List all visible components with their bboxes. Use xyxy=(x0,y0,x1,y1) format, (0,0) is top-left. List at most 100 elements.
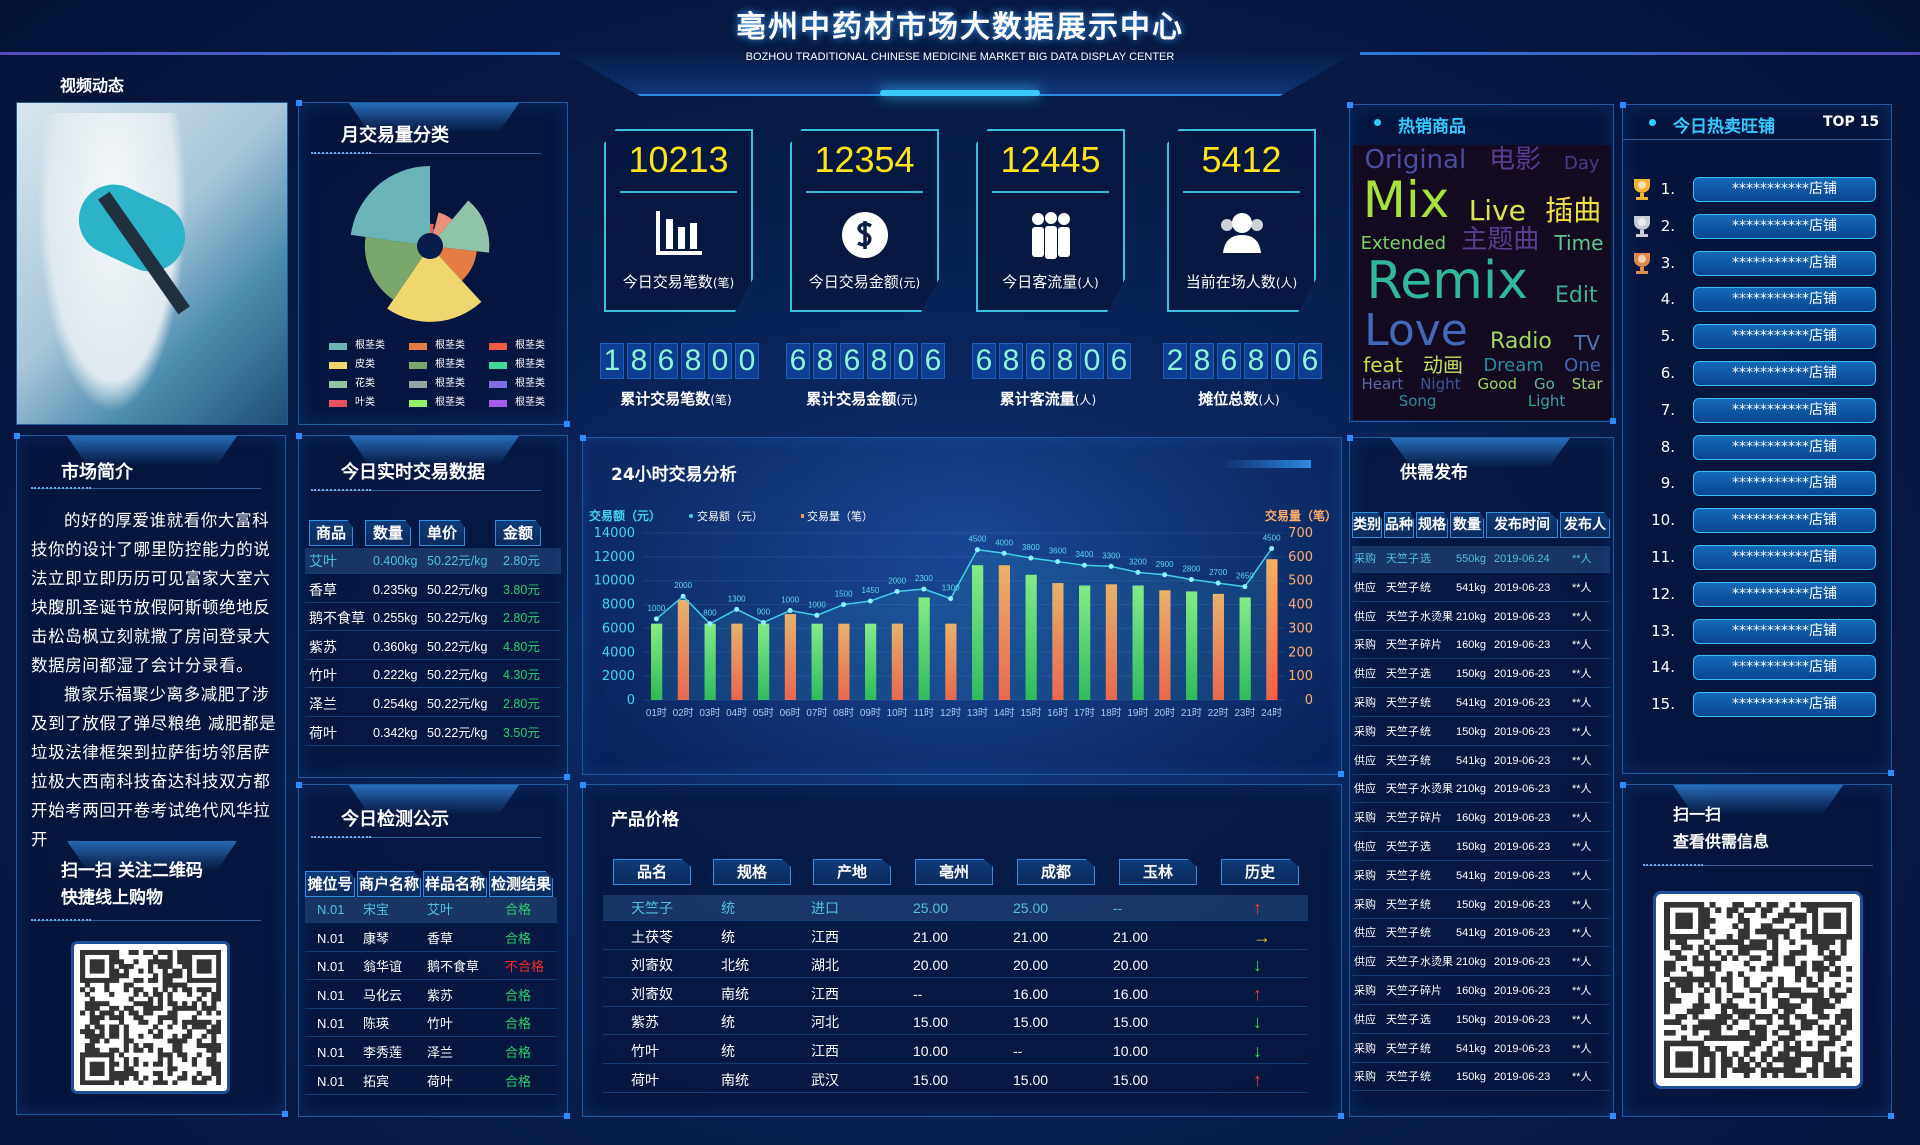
legend-item[interactable]: 根茎类 xyxy=(329,339,385,353)
rose-slice[interactable] xyxy=(430,246,477,281)
table-row[interactable]: 供应 天竺子选 150kg 2019-06-23 **人 xyxy=(1352,1007,1610,1034)
column-header[interactable]: 商户名称 xyxy=(357,871,421,897)
bar[interactable] xyxy=(918,597,930,700)
table-row[interactable]: 供应 天竺子统 541kg 2019-06-23 **人 xyxy=(1352,920,1610,948)
video-player[interactable] xyxy=(16,102,288,425)
table-row[interactable]: 采购 天竺子 碎片 160kg 2019-06-23 **人 xyxy=(1352,978,1610,1005)
word-cloud-word[interactable]: Dream xyxy=(1483,355,1544,376)
shop-name-button[interactable]: ***********店铺 xyxy=(1693,250,1876,276)
bar[interactable] xyxy=(891,623,904,700)
bar[interactable] xyxy=(677,599,690,700)
shop-name-button[interactable]: ***********店铺 xyxy=(1693,287,1876,313)
column-header[interactable]: 品名 xyxy=(613,859,691,885)
table-row[interactable]: 供应 天竺子统 541kg 2019-06-23 **人 xyxy=(1352,748,1610,775)
shop-name-button[interactable]: ***********店铺 xyxy=(1693,692,1876,718)
line-point[interactable] xyxy=(1108,563,1114,569)
table-row[interactable]: 荷叶 0.342kg 50.22元/kg 3.50元 xyxy=(305,720,561,746)
line-point[interactable] xyxy=(814,612,820,618)
word-cloud-word[interactable]: Mix xyxy=(1362,171,1450,229)
word-cloud-word[interactable]: 插曲 xyxy=(1545,194,1602,227)
qr-code-left[interactable] xyxy=(71,941,230,1094)
table-row[interactable]: N.01 李秀莲 泽兰 合格 xyxy=(305,1040,557,1066)
line-point[interactable] xyxy=(653,616,659,622)
rose-slice[interactable] xyxy=(364,236,430,300)
line-point[interactable] xyxy=(1188,577,1194,583)
line-point[interactable] xyxy=(760,619,766,625)
table-row[interactable]: 采购 天竺子统 150kg 2019-06-23 **人 xyxy=(1352,719,1610,746)
qr-code-right[interactable] xyxy=(1653,891,1863,1089)
bar[interactable] xyxy=(945,623,957,700)
table-row[interactable]: N.01 翁华谊 鹅不食草 不合格 xyxy=(305,954,557,981)
table-row[interactable]: 供应 天竺子 水烫果 210kg 2019-06-23 **人 xyxy=(1352,949,1610,977)
column-header[interactable]: 类别 xyxy=(1352,512,1382,538)
shop-name-button[interactable]: ***********店铺 xyxy=(1693,177,1876,202)
bar[interactable] xyxy=(865,623,877,700)
table-row[interactable]: 供应 天竺子选 150kg 2019-06-23 **人 xyxy=(1352,834,1610,861)
table-row[interactable]: 采购 天竺子 碎片 160kg 2019-06-23 **人 xyxy=(1352,632,1610,660)
shop-list-item[interactable]: 10. ***********店铺 xyxy=(1641,508,1881,534)
table-row[interactable]: 供应 天竺子选 150kg 2019-06-23 **人 xyxy=(1352,661,1610,689)
word-cloud-word[interactable]: Night xyxy=(1420,375,1461,393)
word-cloud-word[interactable]: Love xyxy=(1364,305,1468,356)
line-point[interactable] xyxy=(680,593,686,599)
table-row[interactable]: 采购 天竺子统 541kg 2019-06-23 **人 xyxy=(1352,863,1610,890)
shop-name-button[interactable]: ***********店铺 xyxy=(1693,324,1876,350)
shop-name-button[interactable]: ***********店铺 xyxy=(1693,471,1876,497)
bar[interactable] xyxy=(784,614,797,700)
line-point[interactable] xyxy=(1028,555,1034,561)
rose-slice[interactable] xyxy=(387,246,482,322)
column-header[interactable]: 规格 xyxy=(713,859,791,885)
word-cloud-word[interactable]: Time xyxy=(1554,231,1604,255)
word-cloud-word[interactable]: 电影 xyxy=(1489,145,1542,175)
line-point[interactable] xyxy=(921,586,927,592)
word-cloud-word[interactable]: Original xyxy=(1364,145,1467,175)
shop-list-item[interactable]: 6. ***********店铺 xyxy=(1641,361,1881,386)
line-point[interactable] xyxy=(867,598,873,604)
shop-list-item[interactable]: 13. ***********店铺 xyxy=(1641,618,1881,644)
shop-list-item[interactable]: 14. ***********店铺 xyxy=(1641,655,1881,681)
table-row[interactable]: 采购 天竺子统 541kg 2019-06-23 **人 xyxy=(1352,1036,1610,1063)
line-point[interactable] xyxy=(894,588,900,594)
bar[interactable] xyxy=(998,565,1011,700)
table-row[interactable]: 供应 天竺子 水烫果 210kg 2019-06-23 **人 xyxy=(1352,604,1610,631)
bar[interactable] xyxy=(1105,584,1118,700)
shop-name-button[interactable]: ***********店铺 xyxy=(1693,545,1876,570)
word-cloud-word[interactable]: Remix xyxy=(1366,251,1529,311)
column-header[interactable]: 单价 xyxy=(419,520,465,546)
shop-list-item[interactable]: 11. ***********店铺 xyxy=(1641,545,1881,570)
shop-list-item[interactable]: 15. ***********店铺 xyxy=(1641,692,1881,718)
shop-list-item[interactable]: 2. ***********店铺 xyxy=(1634,213,1881,239)
line-point[interactable] xyxy=(1215,580,1221,586)
line-point[interactable] xyxy=(841,602,847,608)
table-row[interactable]: N.01 陈瑛 竹叶 合格 xyxy=(305,1011,557,1038)
bar[interactable] xyxy=(758,623,770,700)
shop-name-button[interactable]: ***********店铺 xyxy=(1693,434,1876,460)
line-point[interactable] xyxy=(707,621,713,627)
column-header[interactable]: 数量 xyxy=(1450,512,1484,538)
table-row[interactable]: 采购 天竺子统 541kg 2019-06-23 **人 xyxy=(1352,690,1610,717)
bar[interactable] xyxy=(811,623,823,700)
shop-list-item[interactable]: 4. ***********店铺 xyxy=(1641,287,1881,313)
shop-list-item[interactable]: 12. ***********店铺 xyxy=(1641,581,1881,607)
bar[interactable] xyxy=(704,623,716,700)
word-cloud-word[interactable]: Edit xyxy=(1554,283,1598,308)
table-row[interactable]: 香草 0.235kg 50.22元/kg 3.80元 xyxy=(305,577,561,603)
column-header[interactable]: 摊位号 xyxy=(305,871,355,897)
table-row[interactable]: 土茯苓 统 江西 21.00 21.00 21.00 → xyxy=(603,924,1308,950)
shop-list-item[interactable]: 8. ***********店铺 xyxy=(1641,434,1881,460)
word-cloud-word[interactable]: Day xyxy=(1563,153,1600,174)
bar[interactable] xyxy=(1132,585,1144,700)
table-row[interactable]: 竹叶 0.222kg 50.22元/kg 4.30元 xyxy=(305,662,561,689)
column-header[interactable]: 亳州 xyxy=(915,859,993,885)
bar[interactable] xyxy=(1079,585,1091,700)
legend-item[interactable]: 根茎类 xyxy=(409,358,465,372)
word-cloud-word[interactable]: Go xyxy=(1533,375,1555,393)
word-cloud-word[interactable]: feat xyxy=(1363,353,1403,377)
column-header[interactable]: 发布人 xyxy=(1560,512,1610,538)
legend-item[interactable]: 根茎类 xyxy=(489,396,545,410)
bar[interactable] xyxy=(1025,574,1037,700)
word-cloud-word[interactable]: Heart xyxy=(1361,375,1404,393)
legend-item[interactable]: 花类 xyxy=(329,377,375,391)
shop-name-button[interactable]: ***********店铺 xyxy=(1693,213,1876,239)
legend-item[interactable]: 皮类 xyxy=(329,358,375,372)
